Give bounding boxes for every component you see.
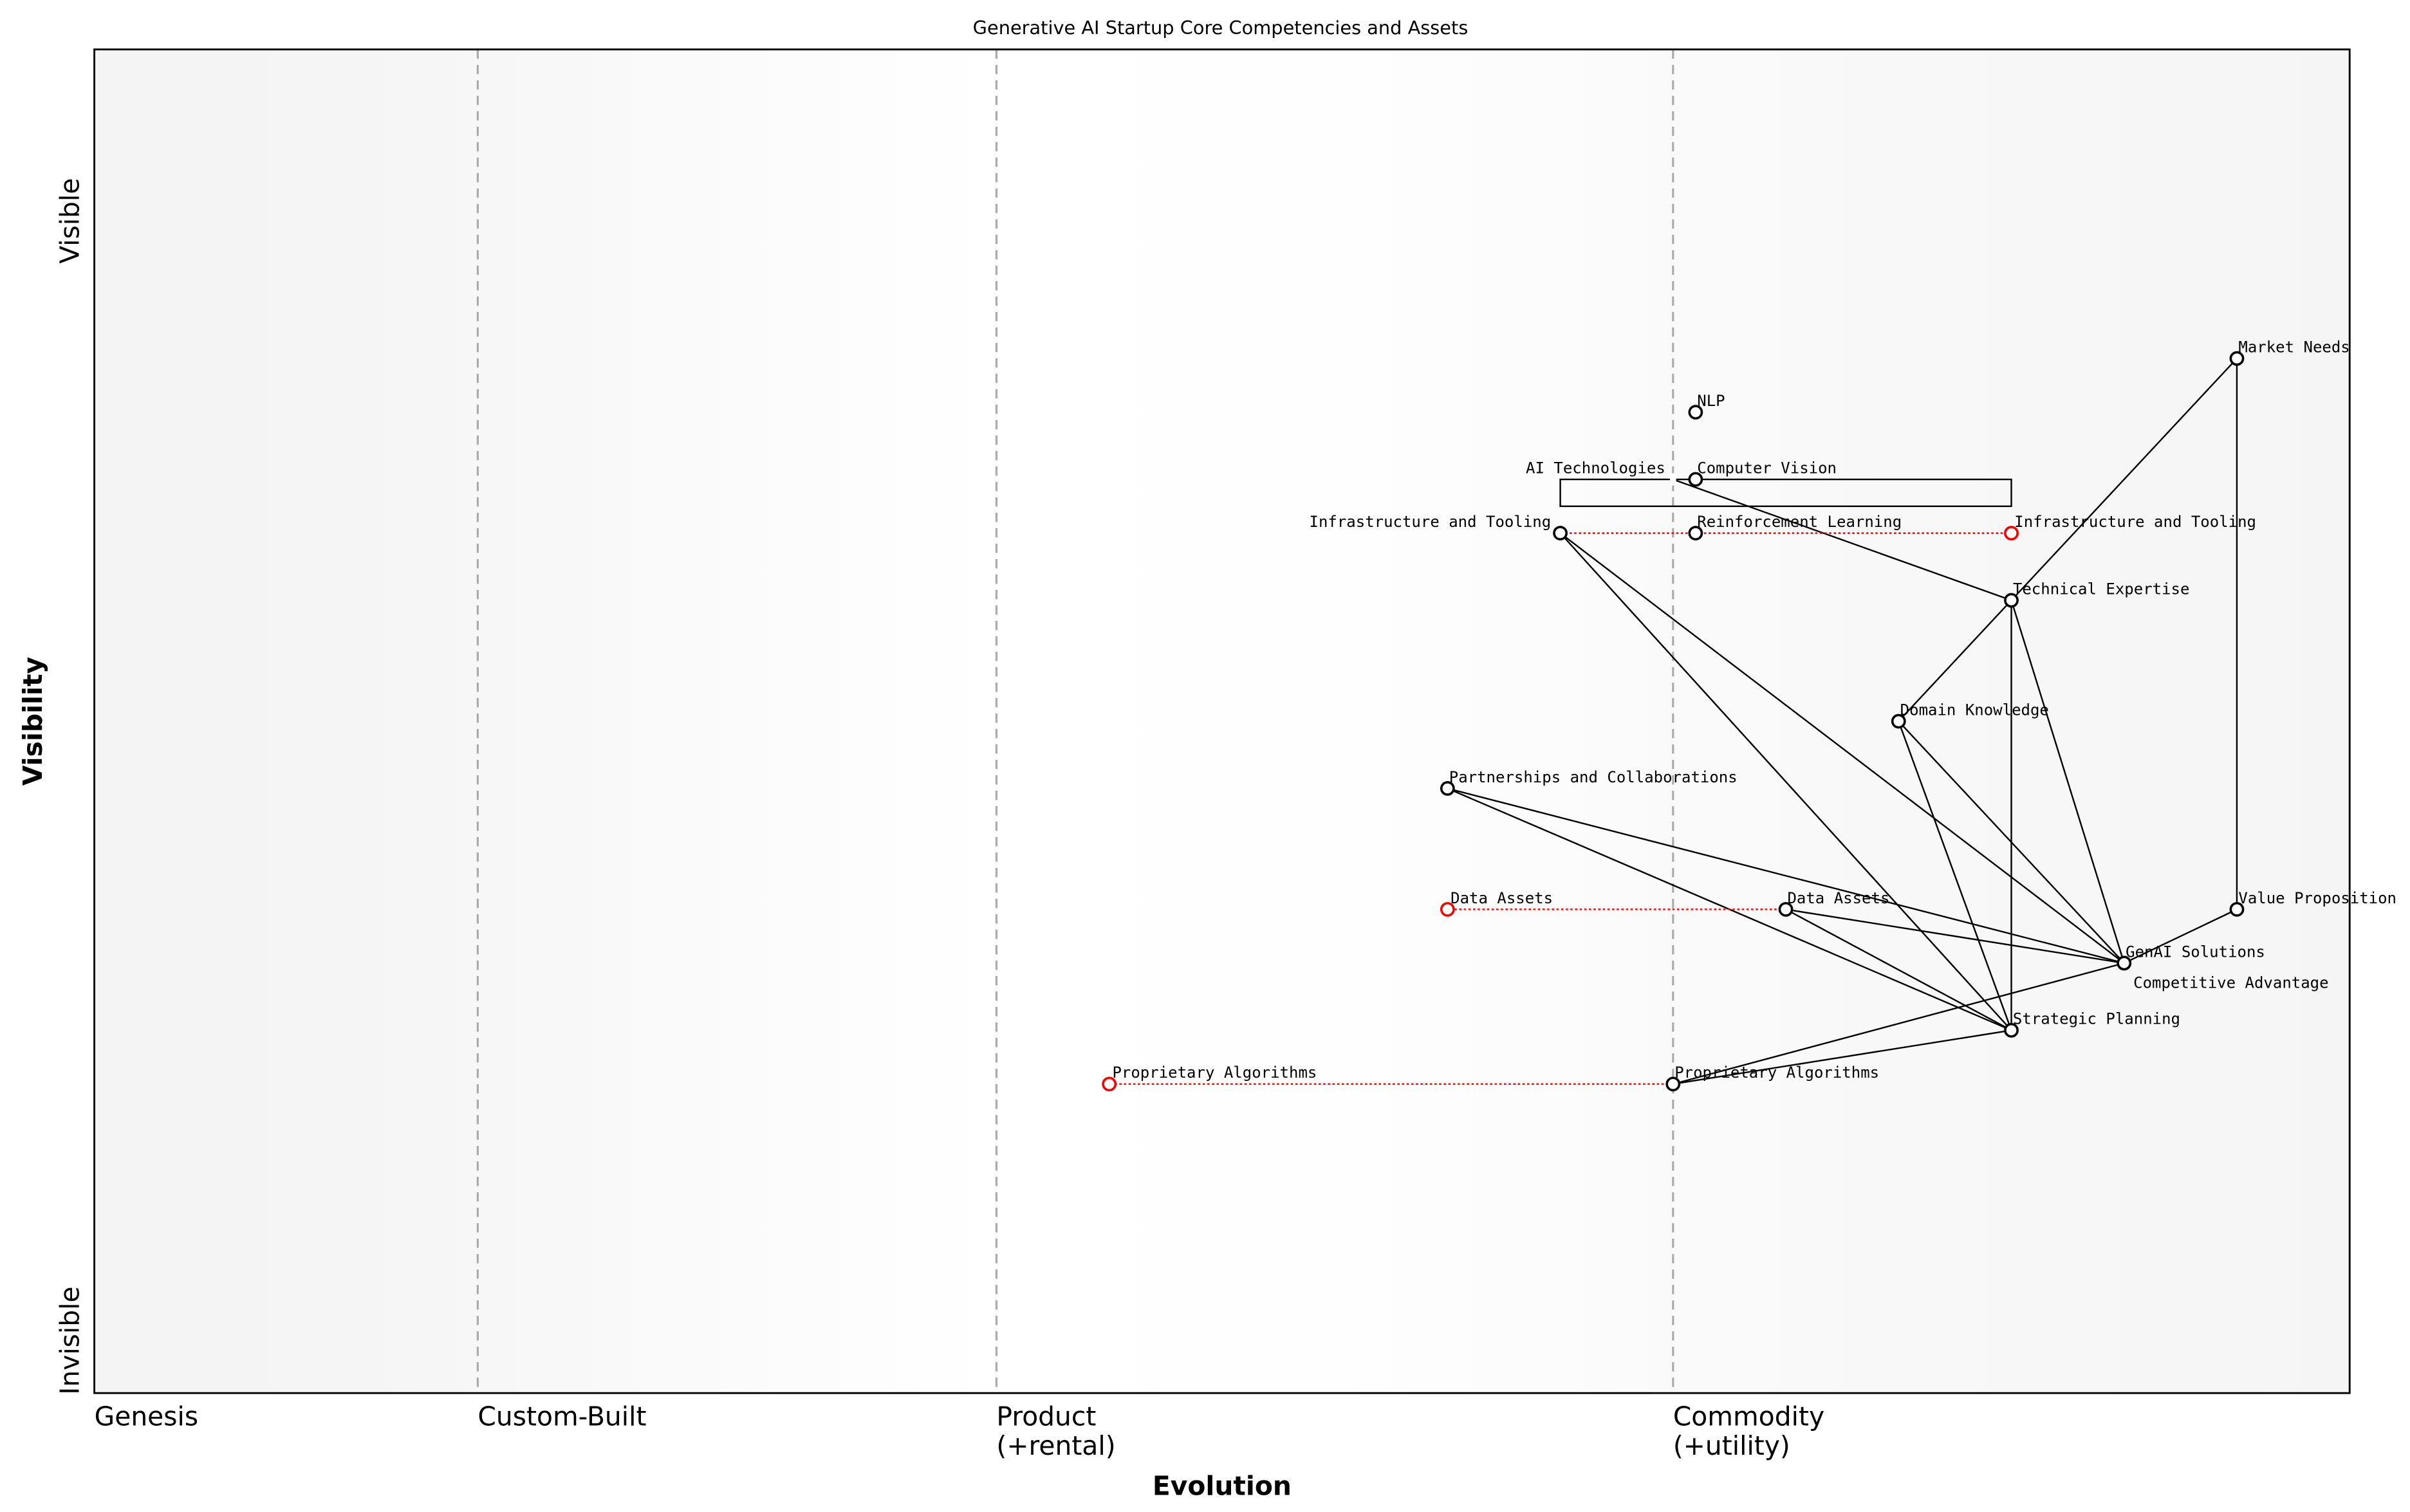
link-market-tech: [2010, 358, 2238, 601]
plot-area: [94, 49, 2350, 1394]
component-label-value: Value Proposition: [2238, 889, 2396, 907]
evolved-marker-infrastructure-and-tooling: [2004, 526, 2019, 541]
component-label-comp: Competitive Advantage: [2133, 973, 2328, 991]
y-tick-invisible: Invisible: [55, 1286, 86, 1394]
component-label-market: Market Needs: [2238, 338, 2350, 356]
component-marker-aitech: [1670, 473, 1676, 486]
component-label-infra: Infrastructure and Tooling: [1310, 513, 1552, 531]
component-marker-rl: [1688, 526, 1703, 541]
component-label-rl: Reinforcement Learning: [1697, 513, 1902, 531]
link-domain-genai: [1898, 721, 2125, 964]
component-marker-nlp: [1688, 405, 1703, 420]
component-marker-cv: [1688, 472, 1703, 487]
component-label-tech: Technical Expertise: [2013, 580, 2190, 598]
stage-label-genesis: Genesis: [95, 1401, 199, 1432]
y-axis-title: Visibility: [17, 657, 48, 786]
link-data-genai: [1785, 908, 2124, 964]
component-marker-partner: [1440, 781, 1455, 796]
link-algo-genai: [1673, 962, 2125, 1085]
component-marker-value: [2229, 901, 2245, 917]
map-title: Generative AI Startup Core Competencies …: [973, 17, 1469, 39]
component-label-cv: Computer Vision: [1697, 459, 1837, 477]
y-tick-visible: Visible: [55, 178, 86, 264]
component-marker-domain: [1891, 714, 1906, 729]
component-label-strat: Strategic Planning: [2013, 1010, 2180, 1028]
component-label-data: Data Assets: [1787, 889, 1889, 907]
link-aitech-tech: [1673, 478, 2012, 602]
component-label-partner: Partnerships and Collaborations: [1449, 768, 1738, 786]
evolved-marker-data-assets: [1440, 901, 1455, 917]
component-marker-market: [2229, 351, 2245, 366]
evolved-label-infrastructure-and-tooling: Infrastructure and Tooling: [2014, 513, 2256, 531]
component-marker-algo: [1665, 1076, 1681, 1092]
evolved-marker-proprietary-algorithms: [1102, 1076, 1117, 1092]
plot-frame: [93, 48, 2351, 1394]
component-marker-comp: [2117, 955, 2132, 971]
evolved-label-data-assets: Data Assets: [1451, 889, 1553, 907]
link-tech-domain: [1898, 600, 2012, 722]
stage-label-product-rental: Product (+rental): [996, 1401, 1115, 1462]
link-algo-strat: [1673, 1029, 2012, 1085]
component-label-algo: Proprietary Algorithms: [1674, 1064, 1879, 1082]
component-label-genai: GenAI Solutions: [2126, 943, 2265, 961]
evolved-label-proprietary-algorithms: Proprietary Algorithms: [1112, 1064, 1317, 1082]
component-label-nlp: NLP: [1697, 392, 1725, 410]
stage-label-custom-built: Custom-Built: [477, 1401, 646, 1432]
link-infra-strat: [1559, 532, 2012, 1031]
component-marker-data: [1778, 901, 1794, 917]
link-domain-strat: [1898, 721, 2012, 1031]
component-marker-tech: [2004, 593, 2019, 608]
x-axis-title: Evolution: [1153, 1471, 1292, 1502]
link-data-strat: [1785, 908, 2012, 1031]
link-tech-genai: [2010, 600, 2125, 964]
link-value-genai: [2124, 908, 2238, 964]
component-label-aitech: AI Technologies: [1526, 459, 1665, 477]
component-marker-strat: [2004, 1022, 2019, 1038]
link-partner-genai: [1447, 788, 2125, 964]
pipeline-ai-technologies: [1559, 478, 2012, 508]
component-label-domain: Domain Knowledge: [1900, 701, 2049, 719]
stage-label-commodity-utility: Commodity (+utility): [1673, 1401, 1824, 1462]
component-marker-infra: [1553, 526, 1568, 541]
link-infra-genai: [1559, 532, 2125, 964]
